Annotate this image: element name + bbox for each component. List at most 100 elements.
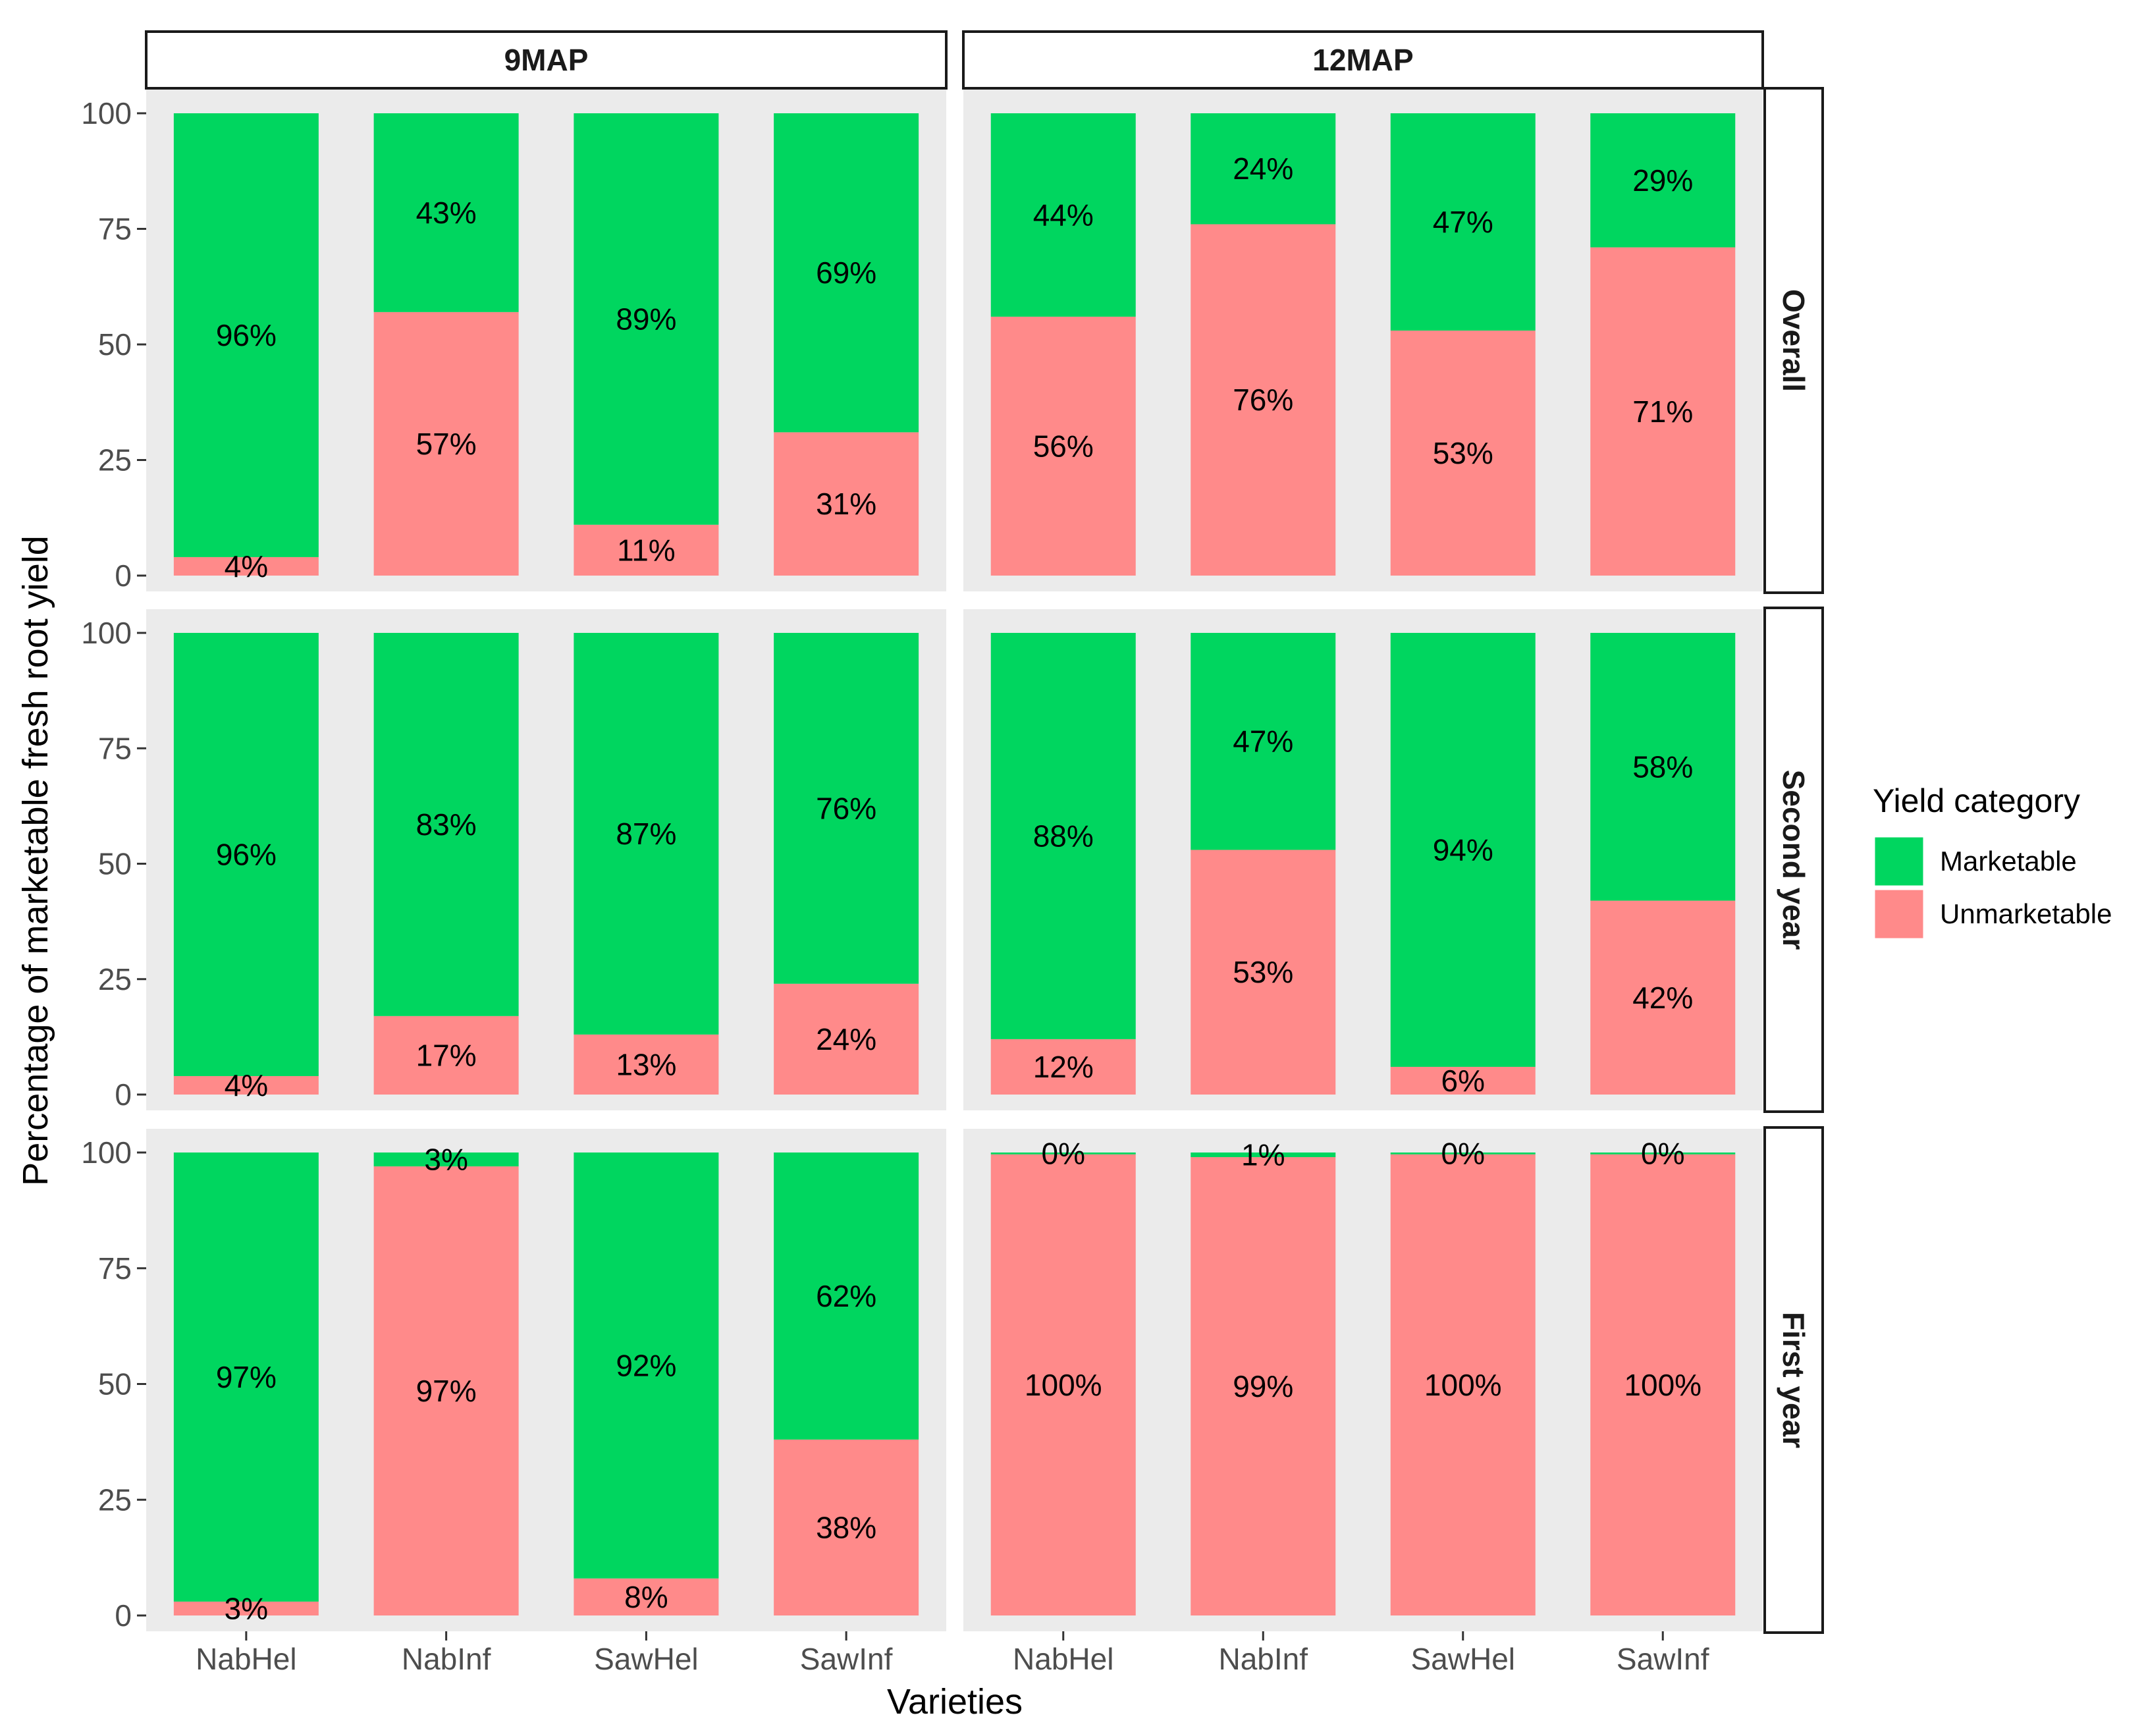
x-tick-label: NabHel — [1013, 1642, 1113, 1676]
bar-unmarketable — [1191, 1157, 1336, 1615]
bar-unmarketable — [1390, 330, 1536, 576]
bar-label-marketable: 69% — [816, 256, 876, 290]
bar-label-unmarketable: 53% — [1433, 436, 1493, 470]
bar-marketable — [373, 1153, 519, 1167]
bar-label-unmarketable: 99% — [1233, 1369, 1293, 1403]
bar-label-unmarketable: 13% — [616, 1047, 676, 1081]
bar-label-unmarketable: 57% — [416, 427, 477, 461]
bar-unmarketable — [774, 432, 919, 576]
legend-title: Yield category — [1873, 782, 2080, 819]
legend-swatch-unmarketable — [1873, 888, 1925, 940]
y-axis-title: Percentage of marketable fresh root yiel… — [16, 535, 55, 1186]
bar-label-unmarketable: 6% — [1441, 1064, 1485, 1098]
bar-label-unmarketable: 17% — [416, 1038, 477, 1072]
bar-label-unmarketable: 31% — [816, 487, 876, 521]
bar-label-marketable: 44% — [1033, 198, 1094, 232]
bar-label-unmarketable: 53% — [1233, 955, 1293, 989]
bar-unmarketable — [373, 1016, 519, 1095]
bar-unmarketable — [990, 1039, 1136, 1095]
bar-unmarketable — [373, 312, 519, 576]
bar-label-marketable: 87% — [616, 817, 676, 851]
bar-unmarketable — [1191, 224, 1336, 576]
bar-marketable — [574, 1153, 719, 1579]
bar-label-marketable: 89% — [616, 302, 676, 336]
y-tick-label: 50 — [98, 327, 132, 362]
bar-unmarketable — [774, 983, 919, 1095]
bar-label-marketable: 94% — [1433, 832, 1493, 867]
y-tick-label: 0 — [115, 558, 132, 593]
bar-marketable — [774, 1153, 919, 1440]
bar-label-unmarketable: 100% — [1624, 1368, 1702, 1402]
bar-label-marketable: 96% — [216, 837, 277, 871]
bar-marketable — [1191, 633, 1336, 850]
bar-unmarketable — [173, 1075, 319, 1095]
bar-marketable — [173, 113, 319, 557]
x-tick-label: SawHel — [594, 1642, 699, 1676]
bar-label-marketable: 0% — [1641, 1136, 1684, 1170]
facet-strip-row — [1763, 87, 1824, 594]
bar-unmarketable — [574, 524, 719, 576]
y-tick-label: 75 — [98, 731, 132, 765]
y-tick-label: 25 — [98, 962, 132, 996]
bar-label-unmarketable: 38% — [816, 1510, 876, 1544]
bar-label-marketable: 47% — [1433, 205, 1493, 239]
bar-label-marketable: 96% — [216, 318, 277, 352]
facet-strip-row — [1763, 607, 1824, 1113]
bar-label-unmarketable: 24% — [816, 1022, 876, 1056]
facet-strip-col — [962, 30, 1764, 90]
bar-marketable — [173, 633, 319, 1076]
bar-marketable — [574, 633, 719, 1035]
bar-label-unmarketable: 11% — [617, 533, 676, 567]
bar-unmarketable — [173, 556, 319, 576]
bar-label-marketable: 62% — [816, 1279, 876, 1313]
x-tick-label: SawInf — [800, 1642, 893, 1676]
y-tick-label: 25 — [98, 443, 132, 477]
bar-marketable — [1390, 1153, 1536, 1154]
x-tick-label: NabHel — [196, 1642, 296, 1676]
bar-marketable — [1590, 1153, 1736, 1154]
bar-label-marketable: 29% — [1632, 163, 1693, 198]
facet-strip-row-label: First year — [1777, 1312, 1811, 1448]
bar-marketable — [574, 113, 719, 525]
bar-unmarketable — [1191, 850, 1336, 1095]
bar-label-marketable: 76% — [816, 791, 876, 825]
bar-label-unmarketable: 71% — [1632, 394, 1693, 429]
facet-strip-col-label: 9MAP — [504, 43, 589, 77]
y-tick-label: 50 — [98, 847, 132, 881]
bar-marketable — [774, 113, 919, 433]
bar-label-unmarketable: 4% — [225, 549, 268, 583]
y-tick-label: 50 — [98, 1367, 132, 1401]
y-tick-label: 0 — [115, 1598, 132, 1633]
facet-strip-row — [1763, 1126, 1824, 1634]
legend-label: Unmarketable — [1940, 898, 2112, 929]
bar-marketable — [990, 1153, 1136, 1154]
bar-label-marketable: 47% — [1233, 724, 1293, 759]
bar-label-unmarketable: 8% — [624, 1580, 668, 1614]
bar-marketable — [990, 113, 1136, 317]
y-tick-label: 100 — [81, 1135, 132, 1170]
x-tick-label: NabInf — [1218, 1642, 1308, 1676]
bar-label-unmarketable: 100% — [1424, 1368, 1502, 1402]
bar-label-marketable: 1% — [1241, 1138, 1285, 1172]
bar-marketable — [1191, 113, 1336, 225]
bar-label-marketable: 0% — [1042, 1136, 1085, 1170]
x-axis-title: Varieties — [887, 1682, 1023, 1722]
y-tick-label: 75 — [98, 1251, 132, 1286]
bar-label-marketable: 92% — [616, 1348, 676, 1382]
bar-unmarketable — [1590, 900, 1736, 1095]
y-tick-label: 100 — [81, 96, 132, 130]
bar-marketable — [1191, 1153, 1336, 1158]
bar-label-marketable: 3% — [424, 1143, 468, 1177]
bar-marketable — [1390, 113, 1536, 331]
bar-marketable — [774, 633, 919, 984]
facet-strip-col — [145, 30, 948, 90]
bar-label-unmarketable: 97% — [416, 1374, 477, 1408]
bar-label-marketable: 24% — [1233, 151, 1293, 186]
x-tick-label: SawInf — [1617, 1642, 1709, 1676]
legend-swatch-marketable — [1873, 835, 1925, 888]
bar-unmarketable — [990, 316, 1136, 576]
bar-label-unmarketable: 42% — [1632, 981, 1693, 1015]
bar-marketable — [173, 1153, 319, 1602]
facet-strip-col-label: 12MAP — [1312, 43, 1413, 77]
bar-unmarketable — [574, 1034, 719, 1095]
